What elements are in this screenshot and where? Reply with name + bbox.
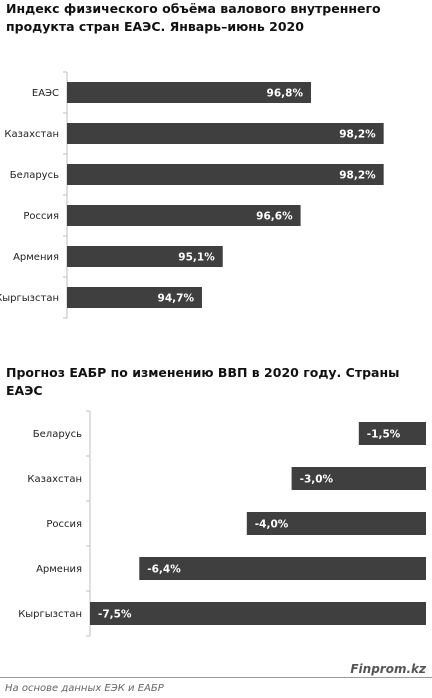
chart-1-category-label: Армения	[13, 252, 59, 263]
chart-2-bar	[246, 512, 426, 535]
chart-2-data-label: -3,0%	[300, 474, 334, 486]
chart-1-title: Индекс физического объёма валового внутр…	[6, 1, 381, 34]
chart-2-data-label: -1,5%	[367, 429, 401, 441]
chart-1-bar	[67, 164, 384, 185]
source-note: На основе данных ЕЭК и ЕАБР	[5, 683, 164, 694]
chart-1-category-label: Казахстан	[4, 129, 59, 140]
chart-2-bar	[139, 557, 426, 580]
chart-2-category-label: Казахстан	[27, 474, 82, 485]
chart-2-category-label: Кыргызстан	[18, 609, 82, 620]
chart-1-data-label: 94,7%	[158, 293, 195, 305]
chart-1-category-label: ЕАЭС	[32, 88, 59, 99]
chart-1-bar	[67, 205, 301, 226]
chart-2-data-label: -4,0%	[255, 519, 289, 531]
chart-1-data-label: 96,6%	[256, 211, 293, 223]
chart-2-bar	[90, 602, 426, 625]
chart-2-bar	[358, 422, 426, 445]
chart-1-bar	[67, 287, 202, 308]
chart-1-bar	[67, 246, 223, 267]
chart-2-data-label: -7,5%	[98, 609, 132, 621]
chart-1-data-label: 96,8%	[267, 88, 304, 100]
chart-1-data-label: 98,2%	[339, 170, 376, 182]
chart-1-category-label: Беларусь	[10, 170, 59, 181]
chart-1-category-label: Кыргызстан	[0, 293, 59, 304]
chart-2-data-label: -6,4%	[147, 564, 181, 576]
chart-1-data-label: 95,1%	[178, 252, 215, 264]
footer-divider	[0, 677, 432, 678]
chart-2-bar	[291, 467, 426, 490]
chart-2-category-label: Армения	[36, 564, 82, 575]
chart-2-category-label: Беларусь	[33, 429, 82, 440]
brand-logo: Finprom.kz	[350, 662, 426, 676]
chart-1-data-label: 98,2%	[339, 129, 376, 141]
chart-2-title: Прогноз ЕАБР по изменению ВВП в 2020 год…	[6, 365, 400, 398]
chart-1-bar	[67, 82, 311, 103]
chart-1-category-label: Россия	[23, 211, 59, 222]
chart-1-bar	[67, 123, 384, 144]
chart-2-category-label: Россия	[46, 519, 82, 530]
